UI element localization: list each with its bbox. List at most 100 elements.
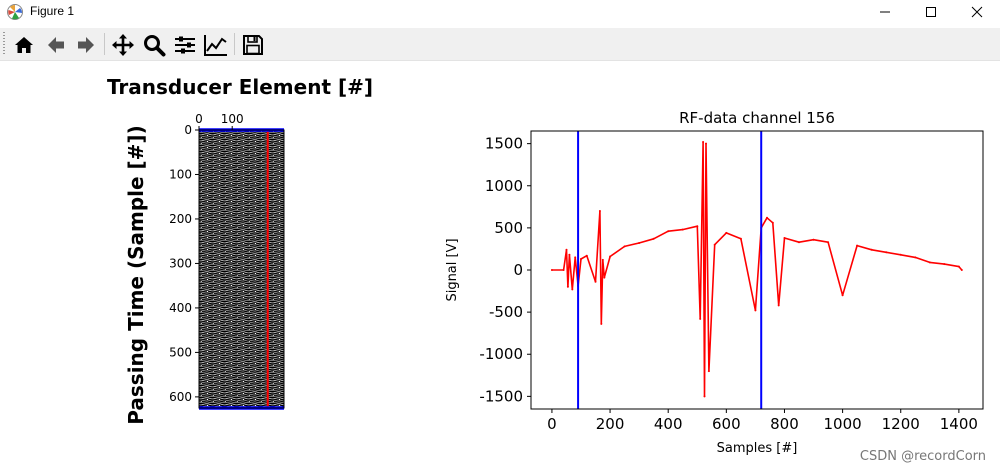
signal-data-point (914, 256, 917, 259)
watermark: CSDN @recordCorn (860, 449, 986, 464)
y-tick-label: 500 (169, 345, 192, 359)
toolbar-separator (104, 33, 105, 55)
zoom-icon (144, 35, 166, 57)
signal-data-point (609, 255, 612, 258)
minimize-button[interactable] (862, 0, 908, 24)
right-panel-ylabel: Signal [V] (445, 238, 460, 301)
signal-data-point (638, 242, 641, 244)
customize-button[interactable] (203, 32, 229, 58)
forward-arrow-icon (78, 37, 94, 53)
signal-data-point (623, 245, 626, 248)
signal-series-line (551, 141, 963, 398)
home-button[interactable] (11, 32, 37, 58)
signal-data-point (550, 269, 553, 271)
figure-canvas[interactable]: Transducer Element [#] 0 100 0 100 200 300 400… (0, 61, 1000, 471)
y-tick-label: 100 (169, 167, 192, 181)
signal-data-point (703, 395, 706, 398)
y-tick-label: -500 (489, 303, 523, 321)
axes-frame (198, 129, 285, 409)
figure-svg[interactable]: Transducer Element [#] 0 1000100200300400… (0, 61, 1000, 471)
signal-data-point (699, 317, 702, 320)
signal-data-point (713, 243, 716, 246)
signal-data-point (667, 230, 670, 233)
y-tick-label: 500 (494, 219, 523, 237)
signal-data-point (603, 276, 606, 279)
signal-data-point (652, 237, 655, 240)
signal-data-point (777, 304, 780, 307)
signal-data-point (725, 231, 728, 234)
x-tick-label: 1000 (824, 415, 862, 433)
navigation-toolbar (0, 28, 1000, 61)
back-button[interactable] (43, 32, 69, 58)
home-icon (15, 37, 33, 53)
signal-data-point (957, 265, 960, 268)
x-tick-label: 0 (547, 415, 557, 433)
signal-data-point (598, 210, 601, 212)
y-tick-label: 400 (169, 301, 192, 315)
close-button[interactable] (954, 0, 1000, 24)
window-title-bar: Figure 1 (0, 0, 1000, 24)
left-panel-title: Transducer Element [#] (107, 75, 373, 99)
signal-data-point (707, 370, 710, 373)
signal-data-point (856, 244, 859, 247)
configure-subplots-icon (175, 36, 195, 54)
signal-data-point (565, 248, 568, 251)
toolbar-separator (234, 33, 235, 55)
signal-data-point (568, 253, 571, 256)
y-tick-label: 300 (169, 256, 192, 270)
right-panel-title: RF-data channel 156 (679, 109, 835, 127)
edit-axis-icon (204, 35, 227, 56)
x-tick-label: 0 (195, 112, 203, 126)
y-tick-label: 0 (184, 123, 192, 137)
signal-data-point (827, 241, 830, 244)
pan-button[interactable] (110, 32, 136, 58)
window-title: Figure 1 (30, 4, 75, 18)
signal-data-point (870, 248, 873, 251)
save-icon (243, 35, 263, 55)
y-tick-label: 1500 (485, 135, 523, 153)
forward-button[interactable] (73, 32, 99, 58)
x-tick-label: 800 (770, 415, 799, 433)
signal-data-point (705, 142, 707, 145)
signal-data-point (885, 251, 888, 254)
signal-data-point (601, 258, 604, 261)
x-tick-label: 100 (221, 112, 244, 126)
save-button[interactable] (240, 32, 266, 58)
right-line-axes[interactable]: 0 200 400 600 800 1000 1200 1400 1500 1000 500 0 -50… (479, 130, 984, 433)
signal-data-point (783, 237, 786, 239)
signal-data-point (766, 216, 768, 219)
signal-data-point (566, 285, 569, 288)
signal-data-point (960, 269, 963, 271)
signal-data-point (600, 322, 603, 325)
x-tick-label: 600 (712, 415, 741, 433)
y-tick-label: -1500 (479, 387, 523, 405)
signal-data-point (928, 261, 931, 264)
right-panel-xlabel: Samples [#] (717, 441, 798, 456)
signal-data-point (696, 225, 699, 228)
signal-data-point (771, 221, 774, 224)
subplots-button[interactable] (172, 32, 198, 58)
y-tick-label: 0 (513, 261, 523, 279)
signal-data-point (841, 294, 844, 297)
y-tick-label: 200 (169, 212, 192, 226)
signal-data-point (798, 241, 800, 244)
signal-data-point (562, 269, 565, 271)
back-arrow-icon (48, 37, 64, 53)
toolbar-grip (3, 32, 5, 56)
zoom-button[interactable] (141, 32, 167, 58)
signal-data-point (943, 263, 946, 266)
signal-data-point (594, 280, 597, 283)
signal-data-point (702, 141, 705, 143)
x-tick-label: 1200 (882, 415, 920, 433)
maximize-icon (926, 7, 936, 17)
left-image-axes[interactable]: 0 100 0 100 200 300 400 500 600 (169, 112, 285, 410)
signal-data-point (585, 254, 588, 257)
pan-icon (112, 34, 134, 56)
signal-data-point (571, 288, 574, 291)
signal-data-point (580, 258, 582, 260)
x-tick-label: 200 (596, 415, 625, 433)
maximize-button[interactable] (908, 0, 954, 24)
left-panel-ylabel: Passing Time (Sample [#]) (124, 125, 148, 424)
minimize-icon (880, 11, 890, 13)
signal-data-point (574, 256, 577, 259)
